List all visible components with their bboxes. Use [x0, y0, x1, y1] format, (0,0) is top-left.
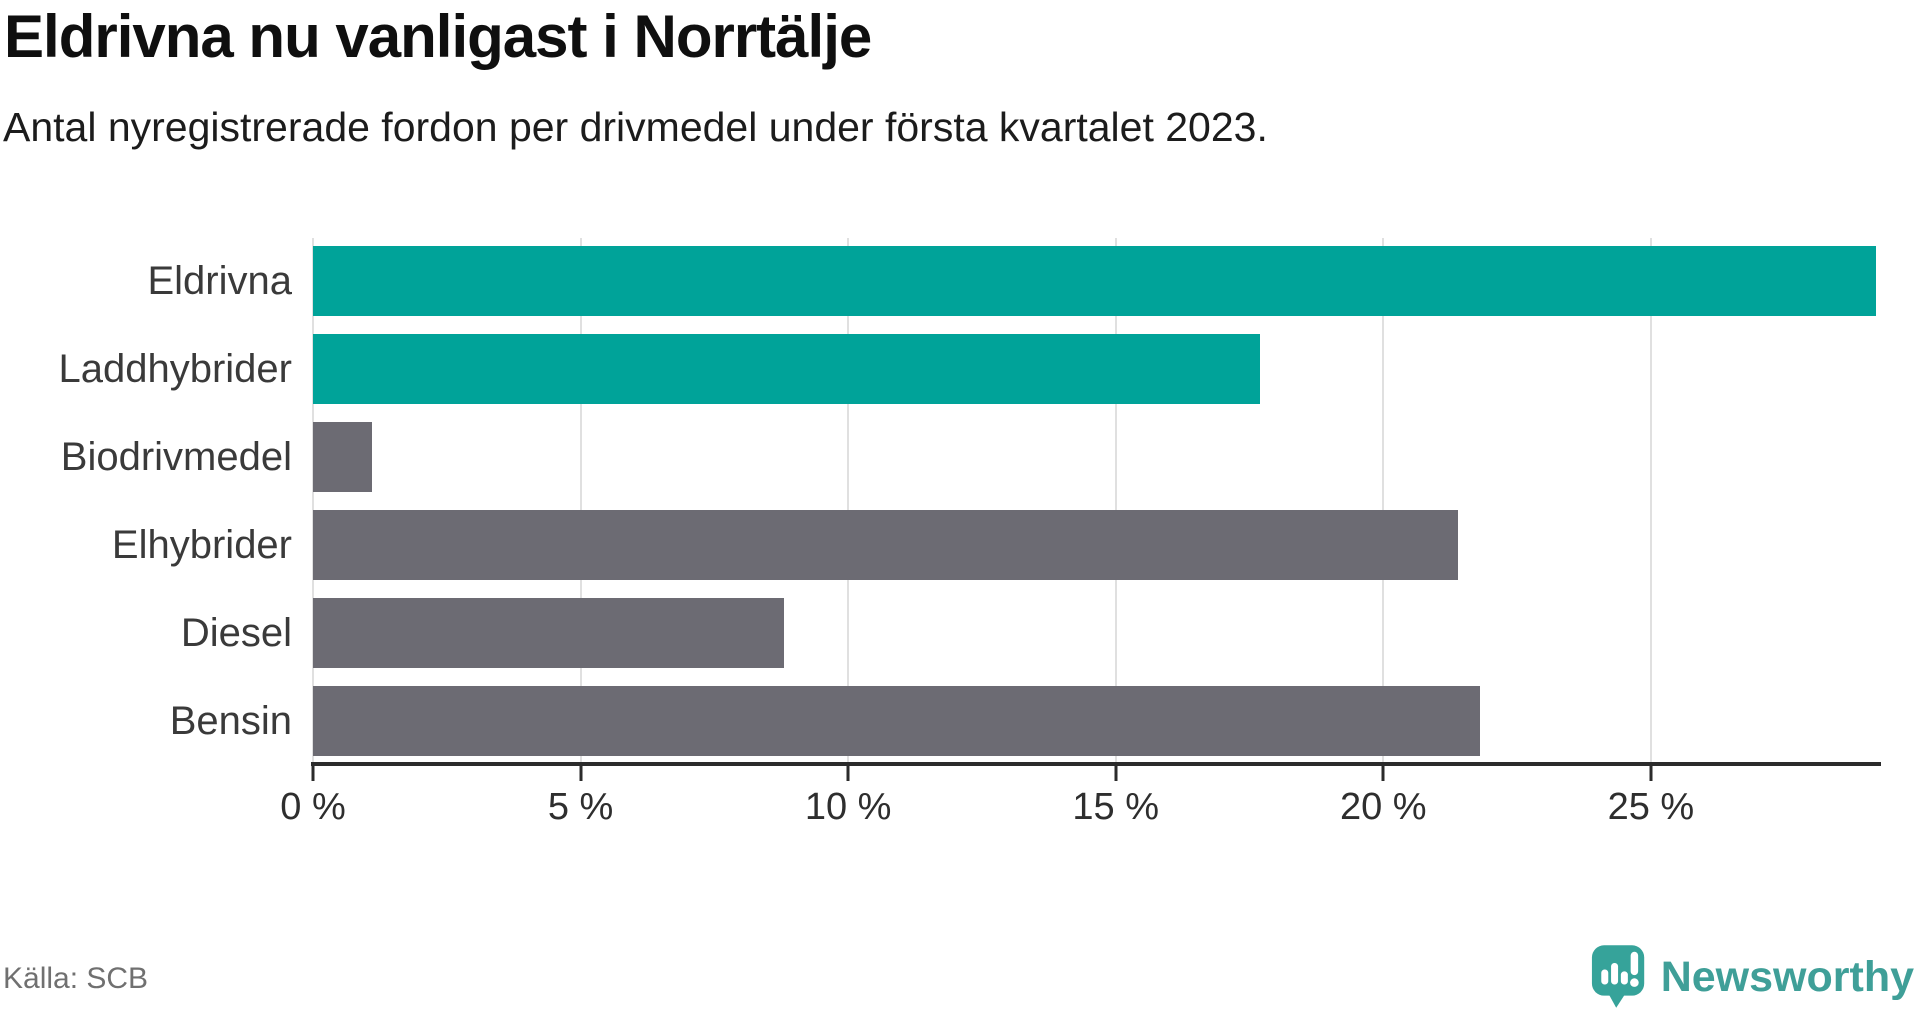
newsworthy-logo: Newsworthy [1591, 944, 1914, 1010]
x-axis-tick-label: 0 % [280, 786, 346, 828]
x-axis-tick-15 [1114, 766, 1118, 781]
category-label: Biodrivmedel [60, 434, 292, 479]
chart-subtitle: Antal nyregistrerade fordon per drivmede… [3, 104, 1268, 150]
bar-diesel [313, 598, 784, 668]
x-axis-tick-label: 10 % [804, 786, 892, 828]
x-axis-tick-label: 25 % [1607, 786, 1695, 828]
bar-eldrivna [313, 246, 1876, 316]
gridline-0 [312, 238, 314, 762]
bar-elhybrider [313, 510, 1459, 580]
x-axis-tick-label: 5 % [547, 786, 614, 828]
gridline-15 [1114, 238, 1117, 762]
x-axis-tick-20 [1381, 766, 1385, 781]
gridline-20 [1382, 238, 1385, 762]
newsworthy-logo-icon [1591, 945, 1644, 1008]
x-axis-tick-10 [846, 766, 850, 781]
category-label: Laddhybrider [58, 346, 293, 391]
category-label: Eldrivna [147, 258, 292, 303]
bar-laddhybrider [313, 334, 1261, 404]
x-axis-tick-25 [1649, 766, 1653, 781]
bar-biodrivmedel [313, 422, 372, 492]
gridline-25 [1649, 238, 1652, 762]
chart-title: Eldrivna nu vanligast i Norrtälje [4, 3, 872, 70]
x-axis-line [311, 762, 1881, 766]
gridline-5 [579, 238, 582, 762]
x-axis-tick-0 [311, 766, 315, 781]
x-axis-tick-label: 15 % [1072, 786, 1160, 828]
bar-bensin [313, 686, 1480, 756]
newsworthy-logo-text: Newsworthy [1660, 952, 1914, 1001]
plot-area [312, 238, 1881, 762]
gridline-10 [847, 238, 850, 762]
category-label: Elhybrider [111, 522, 292, 567]
category-label: Bensin [169, 698, 292, 743]
source-note: Källa: SCB [3, 962, 149, 995]
x-axis-tick-label: 20 % [1339, 786, 1427, 828]
category-label: Diesel [180, 610, 292, 655]
x-axis-tick-5 [579, 766, 583, 781]
